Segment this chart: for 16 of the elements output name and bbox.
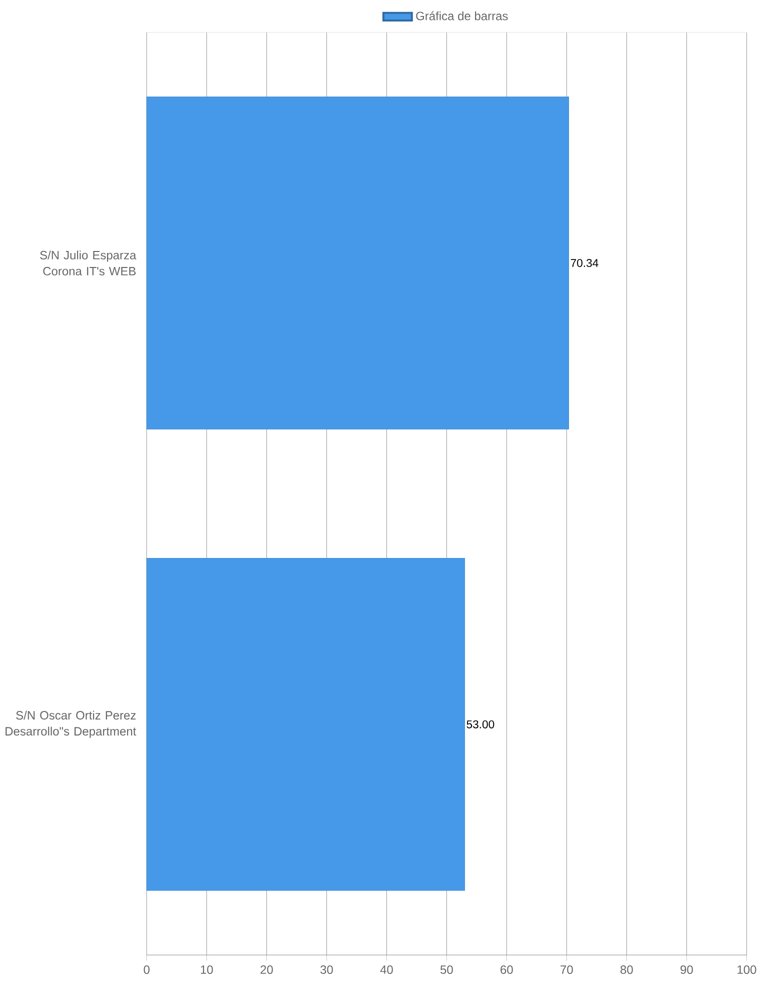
x-tick-label: 30 [320, 965, 333, 974]
x-tick-label: 50 [440, 965, 453, 974]
x-tick-label: 60 [500, 965, 513, 974]
y-tick-label: S/N Oscar Ortiz Perez Desarrollo"s Department [6, 710, 136, 738]
x-tick-label: 0 [144, 965, 150, 974]
y-tick-label: S/N Julio Esparza Corona IT's WEB [40, 250, 136, 276]
legend-label: Gráfica de barras [416, 11, 508, 20]
x-tick-label: 70 [560, 965, 573, 974]
x-tick-label: 10 [200, 965, 213, 974]
x-tick-label: 90 [680, 965, 693, 974]
data-label: 53.00 [466, 720, 494, 728]
x-tick-label: 100 [738, 965, 756, 974]
x-tick-label: 80 [620, 965, 633, 974]
x-tick-label: 40 [380, 965, 393, 974]
data-label: 70.34 [570, 259, 598, 268]
x-tick-label: 20 [260, 965, 273, 974]
